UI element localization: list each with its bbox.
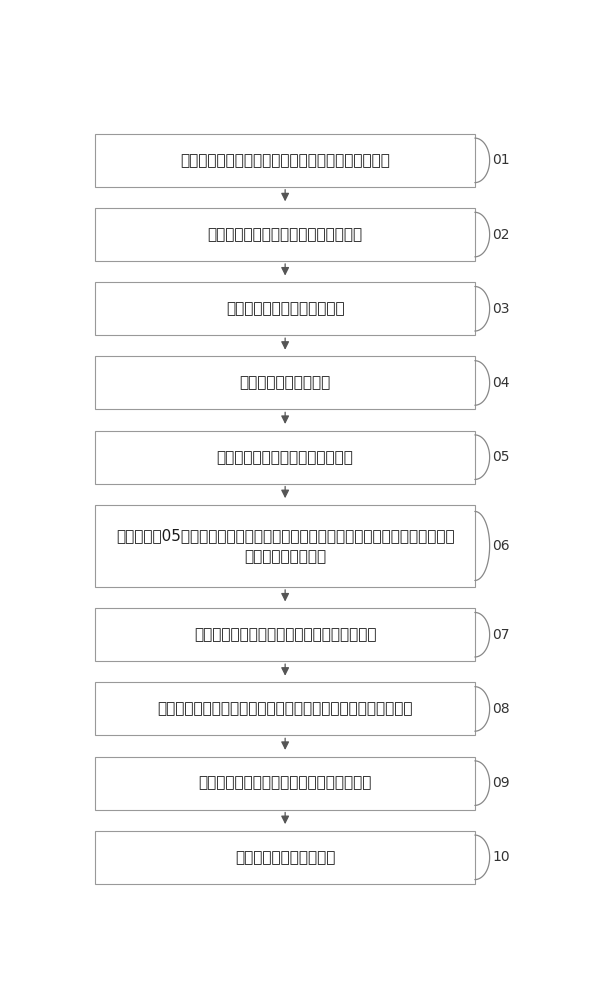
Text: 在焊接开孔中形成焊接球: 在焊接开孔中形成焊接球 <box>235 850 336 865</box>
Text: 08: 08 <box>493 702 510 716</box>
Text: 将芯片安装于孔槽底部的固晶胶上: 将芯片安装于孔槽底部的固晶胶上 <box>217 450 353 465</box>
Bar <box>96 505 475 587</box>
Bar <box>96 682 475 735</box>
Bar <box>96 282 475 335</box>
Text: 在孔槽底部涂覆固晶胶: 在孔槽底部涂覆固晶胶 <box>239 375 331 390</box>
Text: 02: 02 <box>493 228 510 242</box>
Text: 提供封装基板，并且对封装基板的表面进行绝缘处理: 提供封装基板，并且对封装基板的表面进行绝缘处理 <box>180 153 390 168</box>
Bar <box>96 757 475 810</box>
Text: 经光刻和刻蚀工艺，在铜板中形成焊接开孔: 经光刻和刻蚀工艺，在铜板中形成焊接开孔 <box>198 776 372 791</box>
Text: 10: 10 <box>493 850 510 864</box>
Text: 向完成步骤05的封装基板上涂布硅胶，并且在硅胶上覆盖铜板，并且利用铜板对固
晶胶进行平整化处理: 向完成步骤05的封装基板上涂布硅胶，并且在硅胶上覆盖铜板，并且利用铜板对固 晶胶… <box>116 528 454 564</box>
Text: 06: 06 <box>493 539 510 553</box>
Bar <box>96 431 475 484</box>
Bar <box>96 356 475 409</box>
Bar <box>96 608 475 661</box>
Text: 在引线孔中填充导电金属，且去除位于铜板表面的多余导电金属: 在引线孔中填充导电金属，且去除位于铜板表面的多余导电金属 <box>158 701 413 716</box>
Text: 05: 05 <box>493 450 510 464</box>
Text: 03: 03 <box>493 302 510 316</box>
Text: 09: 09 <box>493 776 510 790</box>
Bar <box>96 208 475 261</box>
Text: 在对应于芯片上方的硅胶和铜板中形成引线孔: 在对应于芯片上方的硅胶和铜板中形成引线孔 <box>194 627 376 642</box>
Text: 在孔槽底部和侧壁电镀反射层: 在孔槽底部和侧壁电镀反射层 <box>226 301 344 316</box>
Bar <box>96 134 475 187</box>
Text: 04: 04 <box>493 376 510 390</box>
Text: 07: 07 <box>493 628 510 642</box>
Text: 01: 01 <box>493 153 510 167</box>
Text: 在封装基板中形成用于放置芯片的孔槽: 在封装基板中形成用于放置芯片的孔槽 <box>208 227 363 242</box>
Bar <box>96 831 475 884</box>
